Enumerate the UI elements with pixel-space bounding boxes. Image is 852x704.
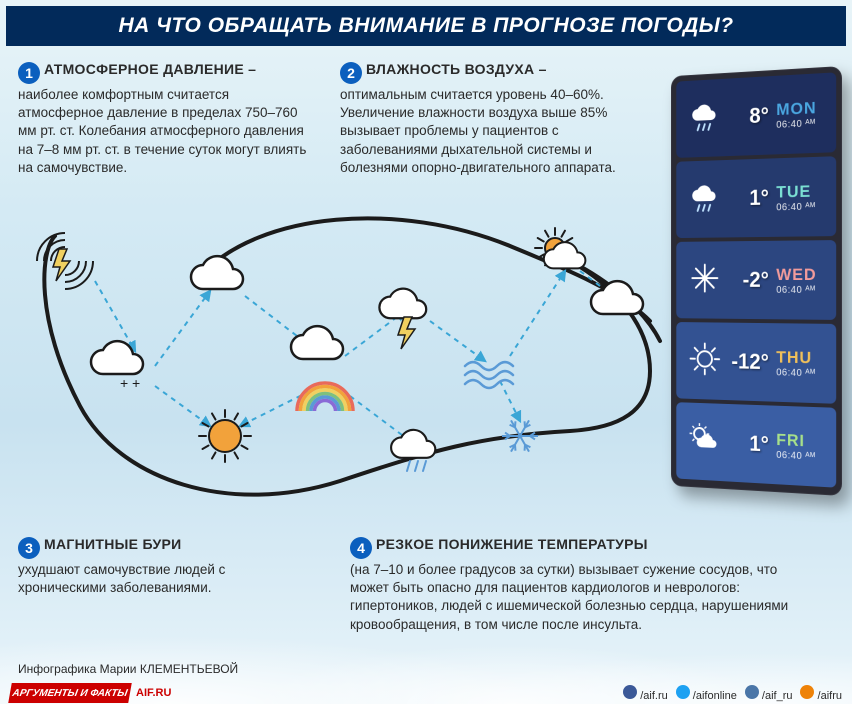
title-banner: НА ЧТО ОБРАЩАТЬ ВНИМАНИЕ В ПРОГНОЗЕ ПОГО…	[6, 6, 846, 46]
forecast-time: 06:40 ᴬᴹ	[776, 117, 826, 130]
svg-text:+: +	[120, 375, 128, 391]
snow-icon	[685, 258, 725, 302]
forecast-temp: -12°	[725, 349, 777, 376]
forecast-row: 1°FRI06:40 ᴬᴹ	[676, 402, 836, 487]
footer: АРГУМЕНТЫ И ФАКТЫ AIF.RU /aif.ru /aifonl…	[0, 682, 852, 704]
forecast-time: 06:40 ᴬᴹ	[776, 284, 826, 295]
social-tw[interactable]: /aifonline	[676, 685, 737, 702]
forecast-temp: -2°	[725, 267, 777, 293]
rain-icon	[685, 177, 725, 221]
forecast-day: FRI	[776, 430, 826, 452]
section-number: 3	[18, 537, 40, 559]
forecast-day: MON	[776, 97, 826, 119]
section-1: 1АТМОСФЕРНОЕ ДАВЛЕНИЕ – наиболее комфортн…	[18, 61, 308, 177]
forecast-day: THU	[776, 347, 826, 368]
social-fb[interactable]: /aif.ru	[623, 685, 668, 702]
section-body: наиболее комфортным считается атмосферно…	[18, 86, 308, 177]
section-heading: АТМОСФЕРНОЕ ДАВЛЕНИЕ –	[44, 61, 256, 77]
section-body: ухудшают самочувствие людей с хронически…	[18, 561, 298, 597]
section-2: 2ВЛАЖНОСТЬ ВОЗДУХА – оптимальным считаетс…	[340, 61, 640, 177]
section-4: 4РЕЗКОЕ ПОНИЖЕНИЕ ТЕМПЕРАТУРЫ (на 7–10 и …	[350, 536, 810, 634]
aif-site: AIF.RU	[136, 687, 171, 699]
svg-text:+: +	[132, 375, 140, 391]
forecast-temp: 1°	[725, 430, 777, 458]
rain-icon	[685, 96, 725, 141]
forecast-card: 8°MON06:40 ᴬᴹ1°TUE06:40 ᴬᴹ-2°WED06:40 ᴬᴹ…	[671, 66, 842, 496]
partcloudy-icon	[685, 419, 725, 464]
social-links: /aif.ru /aifonline /aif_ru /aifru	[623, 685, 842, 702]
section-heading: ВЛАЖНОСТЬ ВОЗДУХА –	[366, 61, 547, 77]
infographic-credit: Инфографика Марии КЛЕМЕНТЬЕВОЙ	[18, 662, 238, 676]
section-number: 4	[350, 537, 372, 559]
section-heading: МАГНИТНЫЕ БУРИ	[44, 536, 182, 552]
forecast-day: TUE	[776, 181, 826, 202]
section-body: (на 7–10 и более градусов за сутки) вызы…	[350, 561, 810, 634]
weather-cycle-diagram: ++	[10, 191, 650, 511]
section-heading: РЕЗКОЕ ПОНИЖЕНИЕ ТЕМПЕРАТУРЫ	[376, 536, 648, 552]
section-3: 3МАГНИТНЫЕ БУРИ ухудшают самочувствие люд…	[18, 536, 298, 597]
forecast-row: 8°MON06:40 ᴬᴹ	[676, 72, 836, 158]
sunny-icon	[685, 339, 725, 383]
forecast-row: 1°TUE06:40 ᴬᴹ	[676, 156, 836, 238]
social-ok[interactable]: /aifru	[800, 685, 842, 702]
section-number: 2	[340, 62, 362, 84]
aif-logo: АРГУМЕНТЫ И ФАКТЫ	[8, 683, 132, 703]
forecast-time: 06:40 ᴬᴹ	[776, 367, 826, 379]
forecast-row: -2°WED06:40 ᴬᴹ	[676, 240, 836, 320]
section-number: 1	[18, 62, 40, 84]
forecast-time: 06:40 ᴬᴹ	[776, 201, 826, 213]
forecast-day: WED	[776, 265, 826, 285]
section-body: оптимальным считается уровень 40–60%. Ув…	[340, 86, 640, 177]
forecast-row: -12°THU06:40 ᴬᴹ	[676, 322, 836, 404]
forecast-temp: 1°	[725, 185, 777, 212]
social-vk[interactable]: /aif_ru	[745, 685, 793, 702]
forecast-temp: 8°	[725, 102, 777, 130]
forecast-time: 06:40 ᴬᴹ	[776, 449, 826, 462]
